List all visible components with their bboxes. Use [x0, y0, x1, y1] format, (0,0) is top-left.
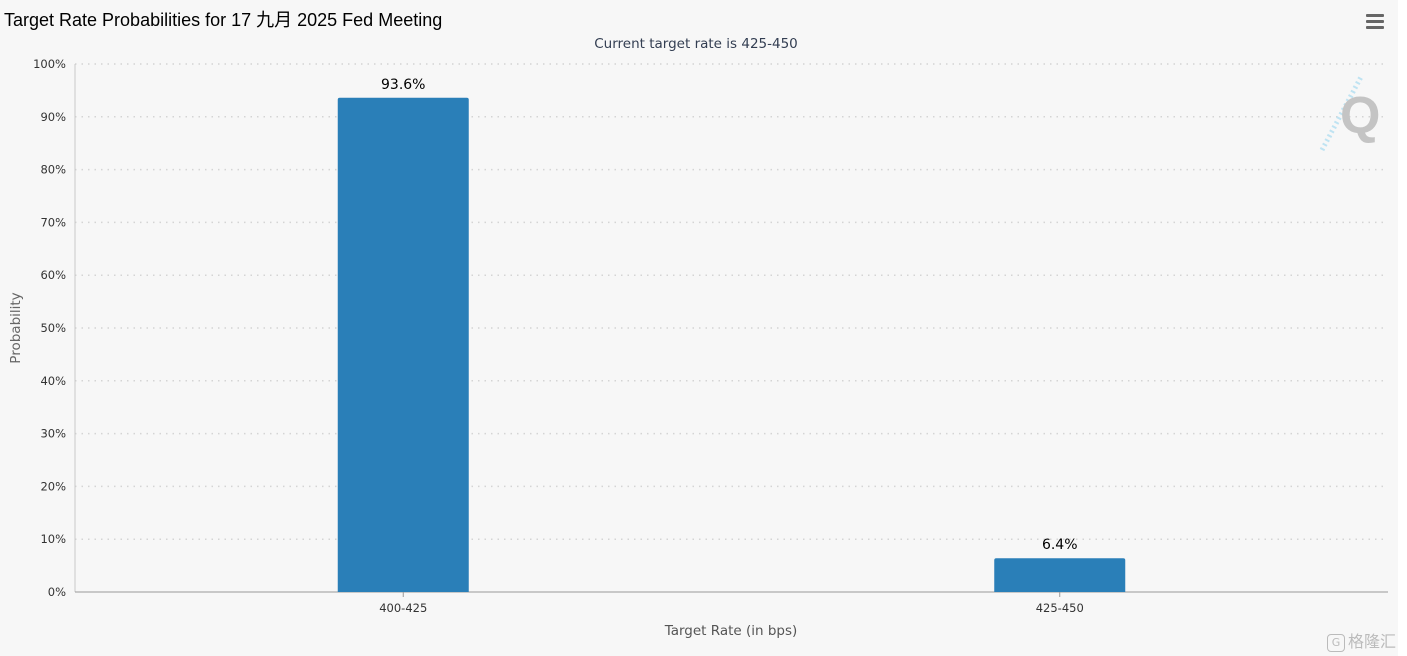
y-tick-label: 60% [40, 268, 66, 282]
y-tick-label: 100% [33, 57, 66, 71]
bar [337, 97, 469, 593]
axes: 0% 10% 20% 30% 40% 50% 60% 70% 80% 90% 100% 400-425… [33, 57, 1388, 615]
bars [337, 97, 1126, 593]
watermark-letter: Q [1340, 87, 1380, 145]
data-label: 93.6% [381, 77, 425, 93]
y-axis-title: Probability [8, 292, 24, 363]
y-tick-label: 90% [40, 110, 66, 124]
y-tick-label: 10% [40, 532, 66, 546]
gridlines [75, 63, 1388, 540]
y-tick-label: 50% [40, 321, 66, 335]
y-tick-label: 0% [48, 585, 66, 599]
y-tick-label: 70% [40, 215, 66, 229]
brand-g-icon: G [1327, 634, 1345, 652]
hamburger-menu-icon[interactable] [1362, 10, 1386, 32]
y-tick-label: 30% [40, 427, 66, 441]
chart-title: Target Rate Probabilities for 17 九月 2025… [4, 10, 443, 30]
x-tick-label: 400-425 [379, 601, 427, 615]
page-edge [1398, 0, 1407, 656]
y-tick-label: 40% [40, 374, 66, 388]
bar [994, 558, 1126, 592]
x-axis-title: Target Rate (in bps) [664, 623, 798, 639]
labels: 93.6% 6.4% Current target rate is 425-450 T… [8, 36, 1078, 639]
x-tick-label: 425-450 [1036, 601, 1084, 615]
quikstrike-q-logo-icon: Q [1319, 73, 1380, 152]
y-tick-label: 20% [40, 479, 66, 493]
footer-watermark: G 格隆汇 [1327, 628, 1396, 652]
data-label: 6.4% [1042, 537, 1078, 553]
footer-brand-text: 格隆汇 [1348, 632, 1397, 651]
y-tick-label: 80% [40, 163, 66, 177]
chart-subtitle: Current target rate is 425-450 [594, 36, 798, 52]
